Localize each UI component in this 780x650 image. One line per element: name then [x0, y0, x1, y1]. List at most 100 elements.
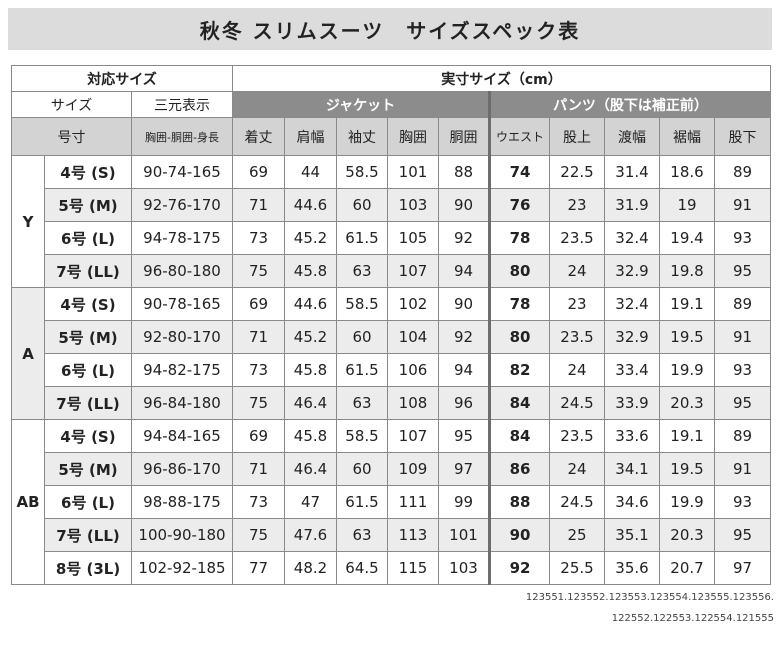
value-cell: 19.9 — [659, 353, 715, 387]
col-header-doui: 胴囲 — [438, 117, 491, 156]
footnote-line-2: 122552.122553.122554.121555 — [611, 613, 774, 624]
value-cell: 44.6 — [284, 287, 337, 321]
sangen-cell: 94-78-175 — [131, 221, 233, 255]
table-row: 5号 (M) 96-86-170 71 46.4 60 109 97 86 24 34.1 19.5… — [12, 452, 772, 486]
value-cell: 96 — [438, 386, 491, 420]
size-cell: 4号 (S) — [44, 287, 132, 321]
value-cell: 48.2 — [284, 551, 337, 585]
sangen-cell: 92-80-170 — [131, 320, 233, 354]
col-header-kitake: 着丈 — [232, 117, 285, 156]
value-cell: 107 — [387, 254, 439, 288]
value-cell: 19.8 — [659, 254, 715, 288]
size-cell: 5号 (M) — [44, 452, 132, 486]
table-row: 7号 (LL) 96-84-180 75 46.4 63 108 96 84 24.5 33.9 2… — [12, 386, 772, 420]
value-cell: 75 — [232, 386, 285, 420]
value-cell: 46.4 — [284, 452, 337, 486]
value-cell: 18.6 — [659, 155, 715, 189]
value-cell: 76 — [488, 188, 550, 222]
size-cell: 8号 (3L) — [44, 551, 132, 585]
value-cell: 90 — [488, 518, 550, 552]
value-cell: 108 — [387, 386, 439, 420]
value-cell: 69 — [232, 419, 285, 453]
sangen-cell: 96-80-180 — [131, 254, 233, 288]
value-cell: 34.6 — [604, 485, 660, 519]
table-row: 7号 (LL) 96-80-180 75 45.8 63 107 94 80 24 32.9 19.… — [12, 254, 772, 288]
value-cell: 23.5 — [549, 221, 605, 255]
value-cell: 113 — [387, 518, 439, 552]
value-cell: 94 — [438, 254, 491, 288]
value-cell: 20.7 — [659, 551, 715, 585]
value-cell: 78 — [488, 221, 550, 255]
value-cell: 104 — [387, 320, 439, 354]
size-cell: 6号 (L) — [44, 353, 132, 387]
table-row: 8号 (3L) 102-92-185 77 48.2 64.5 115 103 92 25.5 3… — [12, 551, 772, 585]
value-cell: 115 — [387, 551, 439, 585]
value-cell: 80 — [488, 254, 550, 288]
footnote-line-1: 123551.123552.123553.123554.123555.12355… — [525, 592, 774, 603]
value-cell: 97 — [438, 452, 491, 486]
value-cell: 23.5 — [549, 320, 605, 354]
value-cell: 93 — [713, 221, 772, 255]
value-cell: 69 — [232, 287, 285, 321]
page-title: 秋冬 スリムスーツ サイズスペック表 — [8, 8, 772, 50]
value-cell: 106 — [387, 353, 439, 387]
value-cell: 91 — [713, 320, 772, 354]
value-cell: 58.5 — [336, 155, 388, 189]
value-cell: 45.2 — [284, 221, 337, 255]
value-cell: 71 — [232, 320, 285, 354]
value-cell: 24 — [549, 254, 605, 288]
value-cell: 35.1 — [604, 518, 660, 552]
value-cell: 33.9 — [604, 386, 660, 420]
value-cell: 82 — [488, 353, 550, 387]
size-cell: 5号 (M) — [44, 320, 132, 354]
value-cell: 25.5 — [549, 551, 605, 585]
value-cell: 90 — [438, 188, 491, 222]
value-cell: 93 — [713, 353, 772, 387]
value-cell: 60 — [336, 320, 388, 354]
value-cell: 19.5 — [659, 452, 715, 486]
value-cell: 63 — [336, 518, 388, 552]
sangen-detail-header: 胸囲-胴囲-身長 — [131, 117, 233, 156]
sangen-cell: 94-84-165 — [131, 419, 233, 453]
table-row: Y 4号 (S) 90-74-165 69 44 58.5 101 88 74 22.5 31.4 1… — [11, 155, 772, 288]
value-cell: 84 — [488, 386, 550, 420]
value-cell: 19.4 — [659, 221, 715, 255]
value-cell: 32.4 — [604, 221, 660, 255]
value-cell: 33.6 — [604, 419, 660, 453]
value-cell: 89 — [713, 287, 772, 321]
value-cell: 97 — [713, 551, 772, 585]
value-cell: 58.5 — [336, 419, 388, 453]
col-header-matagami: 股上 — [549, 117, 605, 156]
table-row: 5号 (M) 92-80-170 71 45.2 60 104 92 80 23.5 32.9 19… — [12, 320, 772, 354]
value-cell: 24.5 — [549, 386, 605, 420]
table-row: AB 4号 (S) 94-84-165 69 45.8 58.5 107 95 84 23.5 33… — [11, 419, 772, 585]
sangen-cell: 90-74-165 — [131, 155, 233, 189]
size-cell: 4号 (S) — [44, 419, 132, 453]
value-cell: 95 — [713, 518, 772, 552]
value-cell: 46.4 — [284, 386, 337, 420]
value-cell: 73 — [232, 353, 285, 387]
value-cell: 23 — [549, 287, 605, 321]
table-row: 6号 (L) 94-78-175 73 45.2 61.5 105 92 78 23.5 32.4… — [12, 221, 772, 255]
value-cell: 24 — [549, 353, 605, 387]
value-cell: 32.9 — [604, 320, 660, 354]
value-cell: 80 — [488, 320, 550, 354]
table-row: A 4号 (S) 90-78-165 69 44.6 58.5 102 90 78 23 32.4 1… — [11, 287, 772, 420]
value-cell: 35.6 — [604, 551, 660, 585]
body-type-cell: Y — [11, 155, 45, 288]
body-type-cell: A — [11, 287, 45, 420]
gousun-header: 号寸 — [11, 117, 132, 156]
sangen-cell: 100-90-180 — [131, 518, 233, 552]
size-cell: 7号 (LL) — [44, 386, 132, 420]
value-cell: 88 — [438, 155, 491, 189]
sangen-cell: 90-78-165 — [131, 287, 233, 321]
sangen-cell: 94-82-175 — [131, 353, 233, 387]
value-cell: 93 — [713, 485, 772, 519]
value-cell: 89 — [713, 419, 772, 453]
col-header-watarihaba: 渡幅 — [604, 117, 660, 156]
sangen-cell: 96-86-170 — [131, 452, 233, 486]
value-cell: 22.5 — [549, 155, 605, 189]
value-cell: 88 — [488, 485, 550, 519]
size-cell: 4号 (S) — [44, 155, 132, 189]
size-cell: 6号 (L) — [44, 221, 132, 255]
